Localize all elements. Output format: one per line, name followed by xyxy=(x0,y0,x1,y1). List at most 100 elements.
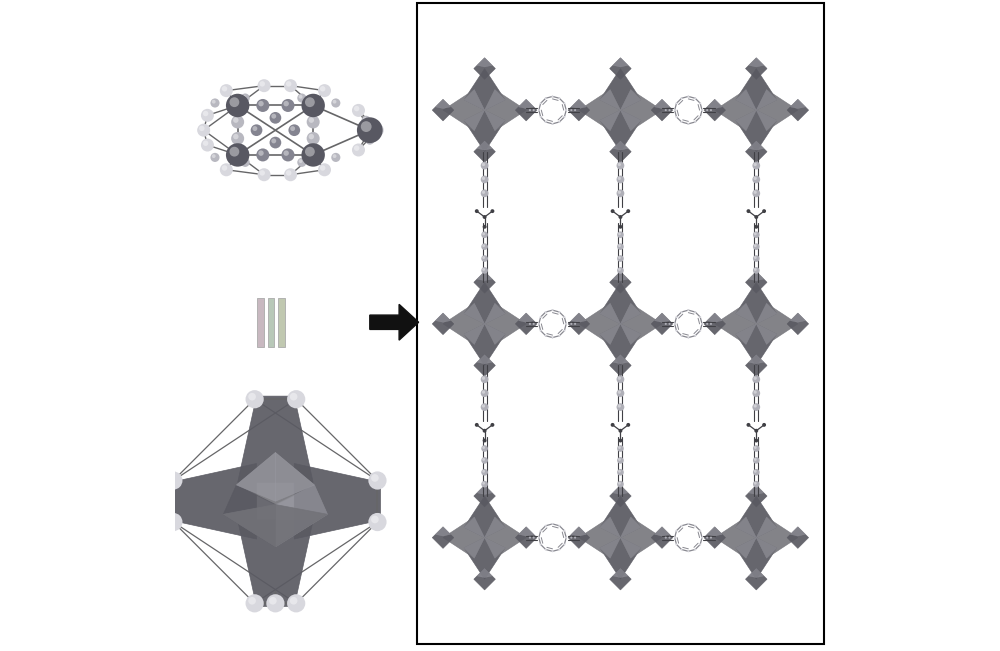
Circle shape xyxy=(352,143,365,156)
Circle shape xyxy=(570,323,572,325)
Circle shape xyxy=(199,126,205,131)
Circle shape xyxy=(687,550,689,552)
Bar xyxy=(268,298,274,346)
Circle shape xyxy=(680,121,683,123)
Polygon shape xyxy=(756,324,777,344)
Circle shape xyxy=(701,536,703,538)
Polygon shape xyxy=(620,90,662,131)
Circle shape xyxy=(320,165,325,171)
Circle shape xyxy=(529,323,531,325)
Polygon shape xyxy=(613,58,628,67)
Circle shape xyxy=(570,536,572,538)
Circle shape xyxy=(706,536,708,538)
Circle shape xyxy=(220,163,233,176)
Circle shape xyxy=(617,445,624,452)
Circle shape xyxy=(256,148,269,161)
Polygon shape xyxy=(477,568,492,577)
Polygon shape xyxy=(571,313,586,322)
Polygon shape xyxy=(620,517,662,558)
Polygon shape xyxy=(435,527,451,536)
Circle shape xyxy=(481,255,488,262)
Circle shape xyxy=(540,116,542,118)
Circle shape xyxy=(229,146,239,157)
Circle shape xyxy=(256,99,269,112)
Circle shape xyxy=(371,516,379,523)
Polygon shape xyxy=(600,517,620,538)
Circle shape xyxy=(753,231,760,238)
Circle shape xyxy=(475,423,479,427)
Circle shape xyxy=(540,316,542,318)
Polygon shape xyxy=(464,538,485,558)
Circle shape xyxy=(563,102,565,104)
Circle shape xyxy=(753,457,760,464)
Polygon shape xyxy=(651,313,673,335)
Circle shape xyxy=(563,316,565,318)
Polygon shape xyxy=(756,303,777,324)
Circle shape xyxy=(481,445,488,452)
Polygon shape xyxy=(485,303,526,344)
Circle shape xyxy=(529,536,531,538)
Circle shape xyxy=(618,215,622,219)
Polygon shape xyxy=(515,100,537,121)
Polygon shape xyxy=(519,527,534,536)
Circle shape xyxy=(226,94,249,117)
Circle shape xyxy=(551,523,554,525)
FancyArrow shape xyxy=(370,305,419,340)
Circle shape xyxy=(701,109,703,111)
Circle shape xyxy=(242,95,246,99)
Circle shape xyxy=(558,548,560,551)
Circle shape xyxy=(563,329,565,332)
Circle shape xyxy=(706,109,708,111)
Circle shape xyxy=(373,126,378,131)
Circle shape xyxy=(482,458,485,461)
Polygon shape xyxy=(610,485,631,507)
Circle shape xyxy=(754,482,757,484)
Circle shape xyxy=(668,109,671,111)
Polygon shape xyxy=(715,303,756,344)
Circle shape xyxy=(538,109,540,111)
Circle shape xyxy=(754,439,758,443)
Polygon shape xyxy=(568,527,590,548)
Circle shape xyxy=(694,525,696,527)
Circle shape xyxy=(220,84,233,97)
Circle shape xyxy=(301,94,325,117)
Circle shape xyxy=(563,544,565,546)
Circle shape xyxy=(618,482,621,484)
Circle shape xyxy=(617,243,624,250)
Circle shape xyxy=(545,121,547,123)
Circle shape xyxy=(752,403,760,411)
Circle shape xyxy=(626,423,630,427)
Circle shape xyxy=(675,530,678,532)
Circle shape xyxy=(481,189,488,197)
Polygon shape xyxy=(477,141,492,150)
Circle shape xyxy=(481,389,488,397)
Circle shape xyxy=(618,163,621,166)
Circle shape xyxy=(482,404,485,408)
Circle shape xyxy=(258,101,264,106)
Circle shape xyxy=(674,323,676,325)
Circle shape xyxy=(611,423,615,427)
Circle shape xyxy=(680,335,683,337)
Circle shape xyxy=(754,429,758,433)
Circle shape xyxy=(694,548,696,551)
Polygon shape xyxy=(474,568,495,590)
Polygon shape xyxy=(238,396,313,482)
Polygon shape xyxy=(749,568,764,577)
Polygon shape xyxy=(790,100,805,109)
Circle shape xyxy=(754,268,757,271)
Circle shape xyxy=(618,268,621,271)
Polygon shape xyxy=(519,100,534,109)
Polygon shape xyxy=(736,68,777,110)
Polygon shape xyxy=(474,355,495,376)
Polygon shape xyxy=(756,90,777,110)
Polygon shape xyxy=(464,110,505,152)
Circle shape xyxy=(248,393,256,400)
Polygon shape xyxy=(432,313,454,335)
Polygon shape xyxy=(704,313,725,335)
Circle shape xyxy=(318,84,331,97)
Circle shape xyxy=(752,176,760,184)
Polygon shape xyxy=(579,517,620,558)
Polygon shape xyxy=(736,283,777,324)
Circle shape xyxy=(533,536,535,538)
Polygon shape xyxy=(756,517,798,558)
